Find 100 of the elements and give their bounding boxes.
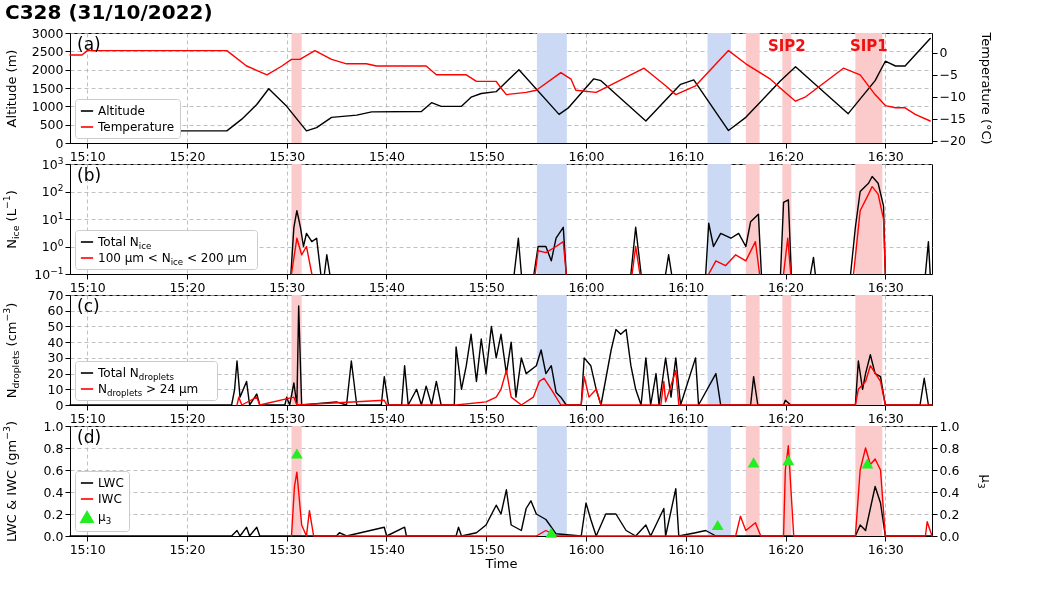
- y2-tick-label: 0.2: [939, 506, 960, 522]
- x-tick-label: 15:50: [468, 148, 505, 164]
- y-tick-label: 0.4: [43, 484, 64, 500]
- y2-tick-label: 0.0: [939, 528, 960, 544]
- x-tick-label: 15:20: [169, 148, 206, 164]
- legend-label: N$_{droplets}$ > 24 µm: [98, 382, 199, 398]
- y-tick-label: 2000: [31, 62, 64, 78]
- y2-tick-label: 0: [939, 45, 948, 61]
- y-tick-label: 30: [47, 350, 64, 366]
- x-tick-label: 15:50: [468, 279, 505, 295]
- y-tick-label: 10$^{3}$: [41, 155, 64, 172]
- legend-label: μ$_{3}$: [98, 510, 112, 526]
- x-tick-label: 16:20: [768, 541, 805, 557]
- annotation: (d): [77, 427, 102, 447]
- y-tick-label: 1500: [31, 80, 64, 96]
- point: [711, 519, 724, 531]
- y-tick-label: 10: [47, 381, 64, 397]
- x-tick-label: 15:20: [169, 541, 206, 557]
- y-tick-label: 40: [47, 334, 64, 350]
- x-tick-label: 16:30: [867, 541, 904, 557]
- legend-label: 100 µm < N$_{ice}$ < 200 µm: [98, 251, 247, 267]
- x-tick-label: 15:10: [69, 148, 106, 164]
- y-tick-label: 0.8: [43, 440, 64, 456]
- x-tick-label: 16:00: [568, 541, 605, 557]
- x-tick-label: 16:30: [867, 410, 904, 426]
- y2-tick-label: 0.4: [939, 484, 960, 500]
- y-tick-label: 1000: [31, 98, 64, 114]
- y-tick-label: 10$^{1}$: [41, 210, 64, 227]
- x-tick-label: 16:00: [568, 279, 605, 295]
- y-tick-label: 70: [47, 287, 64, 303]
- x-tick-label: 16:10: [668, 541, 705, 557]
- band-label: SIP2: [767, 37, 806, 55]
- x-tick-label: 15:30: [269, 148, 306, 164]
- line-series: [236, 365, 933, 406]
- x-tick-label: 15:10: [69, 410, 106, 426]
- y-tick-label: 1.0: [43, 418, 64, 434]
- x-tick-label: 16:10: [668, 148, 705, 164]
- y-tick-label: 500: [39, 117, 64, 133]
- x-tick-label: 15:20: [169, 410, 206, 426]
- y2-tick-label: 1.0: [939, 418, 960, 434]
- legend-label: Total N$_{droplets}$: [97, 366, 175, 382]
- x-tick-label: 16:10: [668, 410, 705, 426]
- y-tick-label: 2500: [31, 43, 64, 59]
- y-tick-label: 50: [47, 318, 64, 334]
- legend-label: IWC: [98, 492, 122, 506]
- y-tick-label: 0.2: [43, 506, 64, 522]
- point: [290, 448, 303, 459]
- x-tick-label: 15:30: [269, 541, 306, 557]
- point: [782, 454, 795, 466]
- legend-label: Altitude: [98, 104, 145, 118]
- x-tick-label: 15:20: [169, 279, 206, 295]
- y2-tick-label: 0.6: [939, 462, 960, 478]
- x-tick-label: 16:00: [568, 148, 605, 164]
- y-tick-label: 20: [47, 366, 64, 382]
- y-tick-label: 10$^{2}$: [41, 183, 64, 199]
- x-tick-label: 15:10: [69, 541, 106, 557]
- x-tick-label: 15:40: [368, 410, 406, 426]
- x-tick-label: 15:30: [269, 410, 306, 426]
- x-tick-label: 15:40: [368, 279, 406, 295]
- x-tick-label: 16:30: [867, 148, 904, 164]
- x-tick-label: 16:20: [768, 148, 805, 164]
- y-tick-label: 10$^{−1}$: [34, 265, 64, 282]
- y-tick-label: 0: [55, 135, 64, 151]
- x-tick-label: 16:10: [668, 279, 705, 295]
- y2-tick-label: −20: [939, 133, 966, 149]
- y2-tick-label: −10: [939, 89, 966, 105]
- x-tick-label: 15:50: [468, 541, 505, 557]
- y-axis-title: Altitude (m): [3, 49, 19, 128]
- x-tick-label: 15:40: [368, 148, 406, 164]
- y-tick-label: 3000: [31, 25, 64, 41]
- legend-label: Temperature: [97, 120, 175, 134]
- band-label: SIP1: [849, 37, 888, 55]
- point: [861, 458, 874, 469]
- y2-tick-label: −15: [939, 111, 966, 127]
- x-tick-label: 15:10: [69, 279, 106, 295]
- y2-tick-label: −5: [939, 67, 958, 83]
- annotation: (b): [77, 165, 102, 185]
- x-tick-label: 16:20: [768, 279, 805, 295]
- legend-label: LWC: [98, 476, 124, 490]
- x-tick-label: 15:40: [368, 541, 406, 557]
- point: [747, 457, 760, 468]
- y-tick-label: 0.0: [43, 528, 64, 544]
- y-tick-label: 0: [55, 397, 64, 413]
- y2-axis-title: Temperature (°C): [978, 31, 994, 145]
- y2-tick-label: 0.8: [939, 440, 960, 456]
- annotation: (a): [77, 34, 101, 54]
- x-tick-label: 15:50: [468, 410, 505, 426]
- x-tick-label: 16:00: [568, 410, 605, 426]
- x-axis-title: Time: [484, 556, 518, 571]
- point: [545, 527, 558, 538]
- legend-label: Total N$_{ice}$: [97, 235, 152, 251]
- y-tick-label: 10$^{0}$: [41, 238, 64, 254]
- y-tick-label: 0.6: [43, 462, 64, 478]
- x-tick-label: 16:20: [768, 410, 805, 426]
- annotation: (c): [77, 296, 100, 316]
- chart-title: C328 (31/10/2022): [5, 0, 213, 24]
- y-tick-label: 60: [47, 303, 64, 319]
- x-tick-label: 16:30: [867, 279, 904, 295]
- line-series: [290, 445, 933, 537]
- x-tick-label: 15:30: [269, 279, 306, 295]
